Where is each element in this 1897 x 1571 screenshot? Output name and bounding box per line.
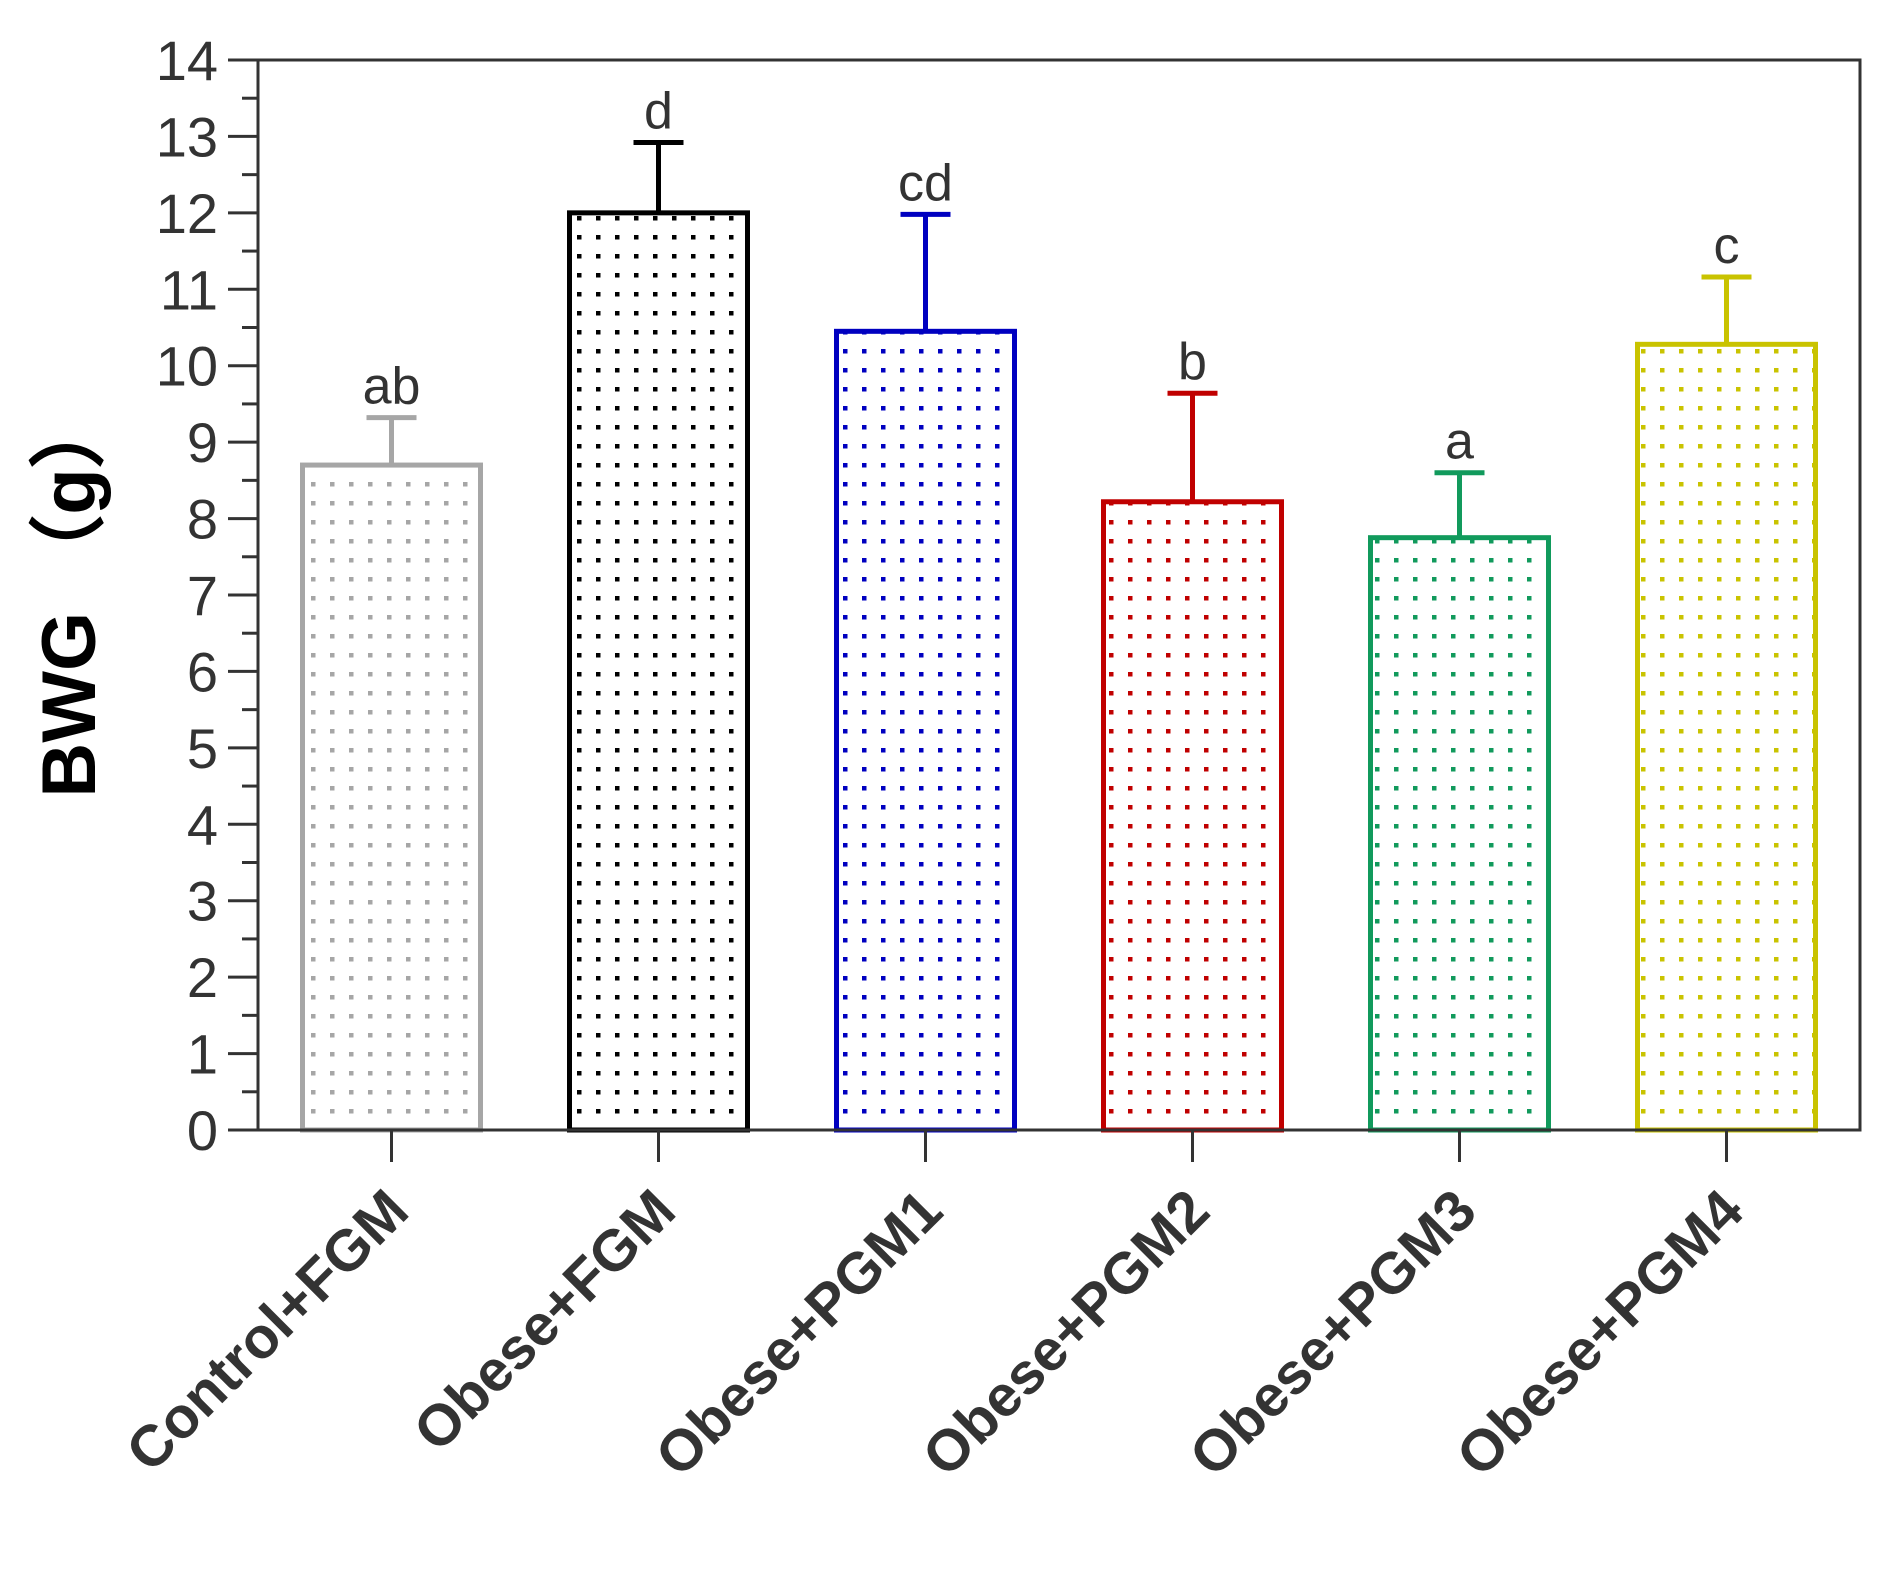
y-tick-label: 2 bbox=[187, 946, 218, 1009]
error-bar bbox=[633, 140, 684, 213]
error-bar bbox=[1167, 390, 1218, 502]
bar-obese-pgm2 bbox=[1101, 499, 1284, 1133]
error-bar bbox=[1434, 470, 1485, 538]
y-tick-label: 11 bbox=[160, 258, 218, 321]
bar-obese-pgm3 bbox=[1368, 535, 1551, 1133]
significance-label: d bbox=[644, 83, 673, 141]
y-tick-label: 9 bbox=[187, 411, 218, 474]
y-tick-label: 7 bbox=[187, 564, 218, 627]
error-bar bbox=[1701, 274, 1752, 345]
y-tick-label: 12 bbox=[156, 182, 218, 245]
y-tick-label: 6 bbox=[187, 640, 218, 703]
y-tick-label: 1 bbox=[187, 1023, 218, 1086]
y-tick-label: 5 bbox=[187, 717, 218, 780]
bar-obese-pgm1 bbox=[834, 328, 1017, 1133]
significance-label: b bbox=[1178, 333, 1207, 391]
y-axis-title: BWG （g） bbox=[27, 392, 112, 797]
significance-label: a bbox=[1445, 413, 1474, 471]
bar-obese-pgm4 bbox=[1635, 341, 1818, 1133]
error-bars-layer bbox=[366, 140, 1752, 538]
y-tick-label: 8 bbox=[187, 488, 218, 551]
axes bbox=[228, 58, 1862, 1162]
error-bar bbox=[366, 415, 417, 466]
significance-label: ab bbox=[363, 358, 421, 416]
bar-obese-fgm bbox=[567, 210, 750, 1133]
bar-control-fgm bbox=[300, 462, 483, 1133]
y-tick-label: 10 bbox=[156, 335, 218, 398]
y-tick-label: 14 bbox=[156, 29, 218, 92]
y-tick-label: 4 bbox=[187, 793, 218, 856]
significance-label: cd bbox=[898, 154, 953, 212]
bars-layer bbox=[300, 210, 1818, 1133]
y-tick-label: 0 bbox=[187, 1099, 218, 1162]
y-tick-label: 3 bbox=[187, 870, 218, 933]
y-tick-label: 13 bbox=[156, 105, 218, 168]
significance-label: c bbox=[1714, 217, 1740, 275]
error-bar bbox=[900, 211, 951, 332]
